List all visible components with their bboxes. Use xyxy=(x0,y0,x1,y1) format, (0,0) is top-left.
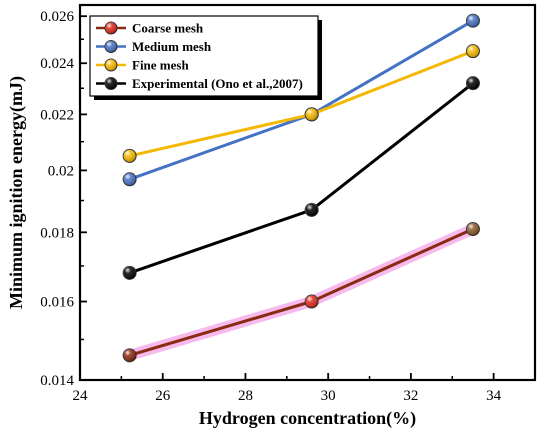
legend-marker-shine xyxy=(105,59,117,71)
data-point-shine xyxy=(123,348,137,362)
legend-item: Coarse mesh xyxy=(96,21,204,36)
data-point-shine xyxy=(305,203,319,217)
axis-ticks: 24 26 28 30 32 34 0.014 0.016 0.018 0.02 0.022 0.02… xyxy=(40,9,501,404)
legend-marker-shine xyxy=(105,22,117,34)
legend-label: Fine mesh xyxy=(132,58,189,73)
legend-label: Medium mesh xyxy=(132,39,212,54)
plot-area xyxy=(78,3,537,382)
data-point-shine xyxy=(123,266,137,280)
y-axis-title: Minimum ignition energy(mJ) xyxy=(6,76,27,309)
plot-frame xyxy=(78,3,537,382)
y-tick-label: 0.024 xyxy=(40,56,74,72)
data-point-shine xyxy=(466,44,480,58)
y-tick-label: 0.02 xyxy=(48,163,74,179)
data-point-shine xyxy=(123,172,137,186)
x-tick-label: 32 xyxy=(403,388,418,404)
y-tick-label: 0.026 xyxy=(40,9,74,25)
x-tick-label: 28 xyxy=(238,388,253,404)
legend-label: Coarse mesh xyxy=(132,21,204,36)
series-line xyxy=(129,82,474,275)
y-tick-label: 0.016 xyxy=(40,295,74,311)
data-point-shine xyxy=(305,107,319,121)
data-point-shine xyxy=(466,222,480,236)
series-1 xyxy=(122,222,480,363)
legend-box xyxy=(89,15,319,97)
data-point-shine xyxy=(305,295,319,309)
legend-marker-shine xyxy=(105,77,117,90)
series-4 xyxy=(122,76,480,280)
x-tick-label: 34 xyxy=(486,388,502,404)
series-3 xyxy=(122,44,480,163)
series-glow xyxy=(124,223,479,361)
legend-item: Experimental (Ono et al.,2007) xyxy=(96,76,303,91)
data-point-shine xyxy=(123,149,137,163)
x-tick-label: 24 xyxy=(73,388,89,404)
data-point-shine xyxy=(466,76,480,90)
legend: Coarse mesh Medium mesh Fine mesh Experimen… xyxy=(89,15,322,100)
legend-label: Experimental (Ono et al.,2007) xyxy=(132,76,303,91)
y-tick-label: 0.018 xyxy=(40,225,74,241)
series-layer xyxy=(122,13,480,363)
data-point-shine xyxy=(466,14,480,28)
legend-item: Medium mesh xyxy=(96,39,212,54)
y-tick-label: 0.022 xyxy=(40,107,74,123)
x-axis-title: Hydrogen concentration(%) xyxy=(199,408,416,429)
legend-marker-shine xyxy=(105,40,117,53)
y-tick-label: 0.014 xyxy=(40,373,74,389)
legend-item: Fine mesh xyxy=(96,58,189,73)
x-tick-label: 30 xyxy=(321,388,336,404)
x-tick-label: 26 xyxy=(155,388,171,404)
